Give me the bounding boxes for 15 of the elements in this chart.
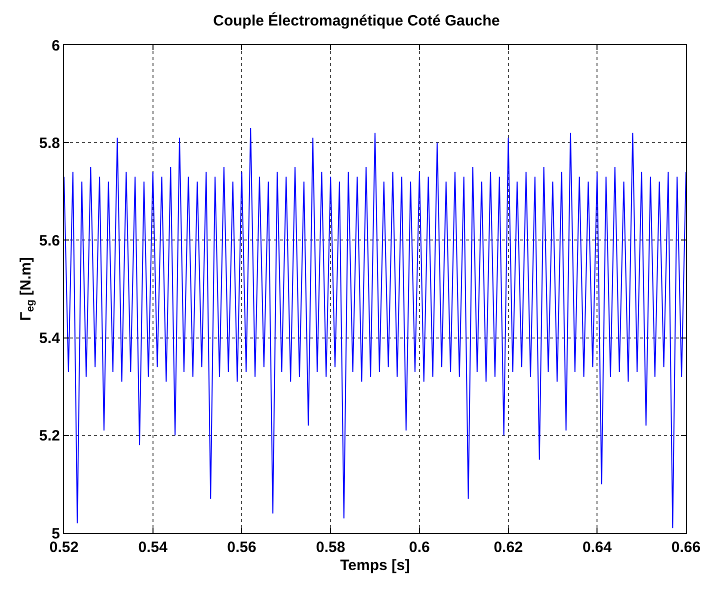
y-tick-label: 5.4 <box>39 330 61 348</box>
chart-title: Couple Électromagnétique Coté Gauche <box>213 11 500 30</box>
x-tick-label: 0.66 <box>671 539 701 556</box>
x-axis-title: Temps [s] <box>340 557 410 574</box>
x-tick-label: 0.64 <box>582 539 612 556</box>
y-tick-label: 5.8 <box>39 134 60 152</box>
x-tick-label: 0.58 <box>316 539 346 556</box>
x-tick-label: 0.6 <box>409 539 430 556</box>
line-series <box>64 127 686 529</box>
y-tick-label: 5.2 <box>39 428 60 445</box>
x-tick-label: 0.54 <box>138 539 168 556</box>
y-tick-label: 5.6 <box>39 232 60 250</box>
x-tick-label: 0.62 <box>494 539 523 556</box>
x-tick-label: 0.56 <box>227 539 256 556</box>
y-tick-label: 6 <box>52 37 60 54</box>
